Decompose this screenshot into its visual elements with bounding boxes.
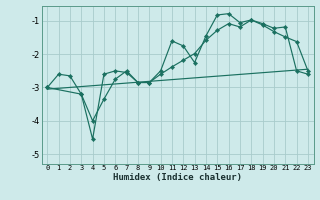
X-axis label: Humidex (Indice chaleur): Humidex (Indice chaleur) [113,173,242,182]
